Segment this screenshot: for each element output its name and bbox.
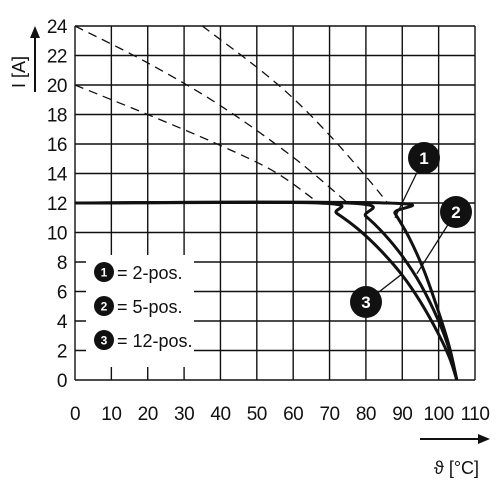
series-line-3 <box>74 200 459 381</box>
y-tick-label: 22 <box>47 47 67 68</box>
callout-marker <box>350 286 382 318</box>
legend-entry-label: = 5-pos. <box>117 297 183 317</box>
callout-marker-label: 1 <box>419 149 428 168</box>
x-axis-label: ϑ [°C] <box>434 458 479 478</box>
x-tick-label: 60 <box>283 404 303 425</box>
x-tick-label: 80 <box>356 404 376 425</box>
y-tick-label: 10 <box>47 224 67 245</box>
series-dashed-2 <box>74 25 349 204</box>
y-tick-label: 8 <box>57 253 67 274</box>
x-tick-label: 90 <box>392 404 412 425</box>
legend-entry-label: = 2-pos. <box>117 263 183 283</box>
y-tick-label: 16 <box>47 135 67 156</box>
legend-marker-label: 3 <box>101 334 108 348</box>
x-tick-label: 30 <box>174 404 194 425</box>
x-tick-label: 20 <box>138 404 158 425</box>
legend-marker-label: 1 <box>101 266 108 280</box>
x-axis-title: ϑ [°C] <box>420 434 490 478</box>
callout-marker-label: 3 <box>361 293 370 312</box>
grid-lines <box>74 25 476 381</box>
x-tick-labels: 0 10 20 30 40 50 60 70 80 90 100 110 <box>70 404 490 425</box>
y-tick-label: 14 <box>47 165 68 186</box>
x-tick-label: 100 <box>424 404 454 425</box>
y-tick-label: 4 <box>57 312 68 333</box>
y-axis-title: I [A] <box>9 26 40 92</box>
series-dashed-1 <box>201 25 389 204</box>
x-tick-label: 110 <box>461 404 490 425</box>
series-lines <box>74 25 459 381</box>
y-tick-label: 0 <box>57 371 67 392</box>
callout-marker-label: 2 <box>451 203 460 222</box>
legend-entry-label: = 12-pos. <box>117 331 193 351</box>
y-tick-label: 18 <box>47 106 67 127</box>
y-tick-label: 12 <box>47 194 67 215</box>
callout-marker <box>440 196 472 228</box>
series-dashed-3 <box>74 84 320 204</box>
y-axis-label: I [A] <box>9 56 29 88</box>
legend-marker <box>94 262 114 282</box>
legend-marker-label: 2 <box>101 300 108 314</box>
x-tick-label: 10 <box>101 404 121 425</box>
x-tick-label: 70 <box>319 404 339 425</box>
y-tick-label: 6 <box>57 283 67 304</box>
series-callouts: 1 2 3 <box>350 142 472 318</box>
y-tick-label: 2 <box>57 342 67 363</box>
x-tick-label: 50 <box>247 404 267 425</box>
legend: 1 = 2-pos. 2 = 5-pos. 3 = 12-pos. <box>86 255 194 367</box>
y-tick-label: 20 <box>47 76 67 97</box>
x-tick-label: 0 <box>70 404 80 425</box>
legend-marker <box>94 330 114 350</box>
x-tick-label: 40 <box>210 404 230 425</box>
callout-marker <box>408 142 440 174</box>
y-tick-label: 24 <box>47 17 68 38</box>
legend-marker <box>94 296 114 316</box>
